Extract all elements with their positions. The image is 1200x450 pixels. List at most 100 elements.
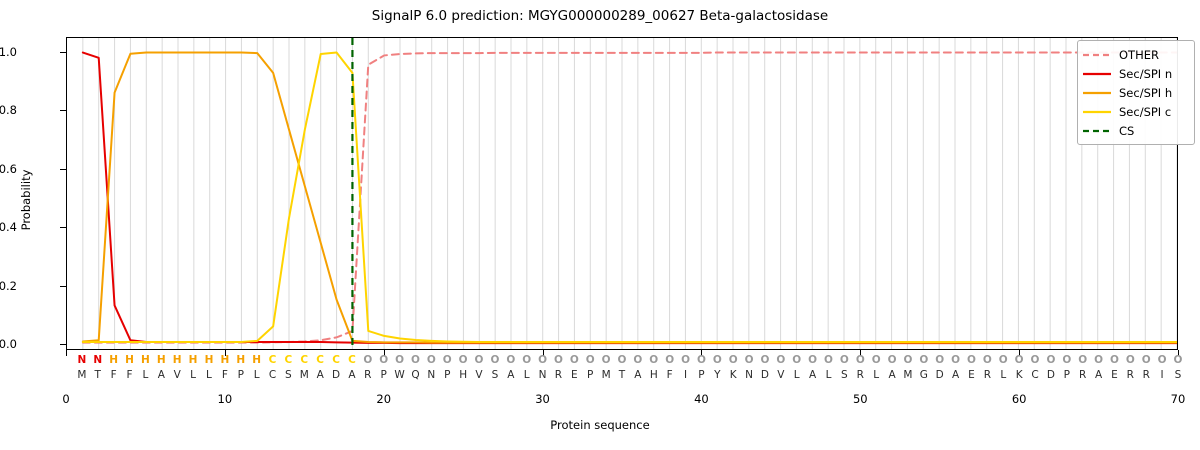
y-tick-label: 0.8	[0, 103, 17, 118]
y-tick-mark	[60, 344, 66, 346]
sequence-residue: C	[1031, 369, 1039, 381]
y-axis-label: Probability	[19, 169, 33, 231]
sequence-residue: D	[760, 369, 770, 381]
sequence-residue: K	[1015, 369, 1023, 381]
region-marker: O	[538, 354, 548, 366]
region-marker: H	[125, 354, 134, 366]
sequence-residue: A	[888, 369, 896, 381]
region-marker: H	[141, 354, 150, 366]
data-series-layer	[67, 38, 1177, 349]
sequence-residue: M	[77, 369, 87, 381]
sequence-residue: R	[554, 369, 563, 381]
sequence-residue: N	[745, 369, 754, 381]
sequence-residue: G	[919, 369, 928, 381]
region-marker: H	[188, 354, 198, 366]
sequence-residue: S	[491, 369, 499, 381]
sequence-residue: V	[475, 369, 483, 381]
sequence-residue: D	[332, 369, 341, 381]
region-marker: O	[808, 354, 818, 366]
region-marker: O	[649, 354, 659, 366]
region-marker: O	[792, 354, 802, 366]
sequence-residue: Y	[714, 369, 721, 381]
region-marker: O	[760, 354, 770, 366]
y-tick-mark	[60, 110, 66, 112]
region-marker: O	[824, 354, 833, 366]
sequence-residue: A	[316, 369, 324, 381]
sequence-residue: P	[698, 369, 705, 381]
plot-area	[66, 37, 1178, 350]
y-tick-label: 0.4	[0, 220, 17, 235]
y-tick-label: 0.6	[0, 161, 17, 176]
region-marker: H	[204, 354, 214, 366]
y-tick-label: 1.0	[0, 44, 17, 59]
region-marker: O	[681, 354, 690, 366]
region-marker: O	[935, 354, 945, 366]
x-tick-mark	[66, 350, 67, 356]
sequence-residue: M	[903, 369, 913, 381]
legend-item: Sec/SPI h	[1082, 83, 1189, 102]
sequence-residue: F	[126, 369, 133, 381]
x-tick-mark	[542, 350, 544, 356]
sequence-residue: S	[285, 369, 292, 381]
region-marker: H	[172, 354, 182, 366]
region-marker: O	[1094, 354, 1104, 366]
x-tick-label: 50	[852, 392, 868, 406]
sequence-residue: L	[873, 369, 880, 381]
sequence-residue: A	[809, 369, 817, 381]
legend-item: Sec/SPI n	[1082, 64, 1189, 83]
region-marker: O	[744, 354, 754, 366]
sequence-residue: L	[1000, 369, 1007, 381]
region-marker: O	[665, 354, 675, 366]
legend-label: Sec/SPI h	[1119, 85, 1173, 100]
region-marker: O	[1157, 354, 1167, 366]
sequence-residue: C	[268, 369, 277, 381]
legend-item: Sec/SPI c	[1082, 102, 1189, 121]
sequence-residue: A	[348, 369, 356, 381]
region-marker: O	[728, 354, 738, 366]
sequence-residue: P	[1063, 369, 1070, 381]
region-marker: O	[617, 354, 627, 366]
sequence-residue: K	[729, 369, 737, 381]
region-marker: C	[316, 354, 325, 366]
y-tick-mark	[60, 227, 66, 229]
region-marker: O	[1125, 354, 1135, 366]
region-marker: O	[1030, 354, 1040, 366]
sequence-residue: R	[983, 369, 992, 381]
sequence-residue: A	[157, 369, 165, 381]
sequence-residue: A	[634, 369, 642, 381]
x-tick-label: 10	[217, 392, 233, 406]
sequence-residue: R	[1126, 369, 1134, 381]
sequence-residue: V	[777, 369, 785, 381]
region-marker: O	[363, 354, 373, 366]
region-marker: O	[569, 354, 579, 366]
x-tick-label: 70	[1170, 392, 1186, 406]
sequence-residue: M	[601, 369, 611, 381]
region-marker: O	[442, 354, 452, 366]
region-marker: O	[998, 354, 1008, 366]
sequence-residue: R	[856, 369, 864, 381]
sequence-residue: D	[935, 369, 944, 381]
region-marker: O	[871, 354, 881, 366]
sequence-residue: F	[110, 369, 117, 381]
region-marker: C	[300, 354, 309, 366]
sequence-residue: I	[683, 369, 688, 381]
region-marker: O	[855, 354, 865, 366]
sequence-residue: S	[1174, 369, 1182, 381]
x-axis-label: Protein sequence	[550, 418, 650, 432]
region-marker: C	[332, 354, 340, 366]
region-marker: N	[93, 354, 103, 366]
legend-line-icon	[1082, 106, 1112, 118]
sequence-residue: R	[1142, 369, 1150, 381]
x-tick-mark	[224, 350, 226, 356]
x-tick-mark	[860, 350, 862, 356]
sequence-residue: L	[825, 369, 832, 381]
sequence-residue: I	[1160, 369, 1164, 381]
legend-label: OTHER	[1119, 47, 1159, 62]
region-marker: O	[458, 354, 468, 366]
sequence-residue: W	[394, 369, 405, 381]
region-marker: H	[252, 354, 262, 366]
sequence-residue: R	[1079, 369, 1087, 381]
region-marker: O	[1062, 354, 1072, 366]
sequence-residue: T	[618, 369, 626, 381]
